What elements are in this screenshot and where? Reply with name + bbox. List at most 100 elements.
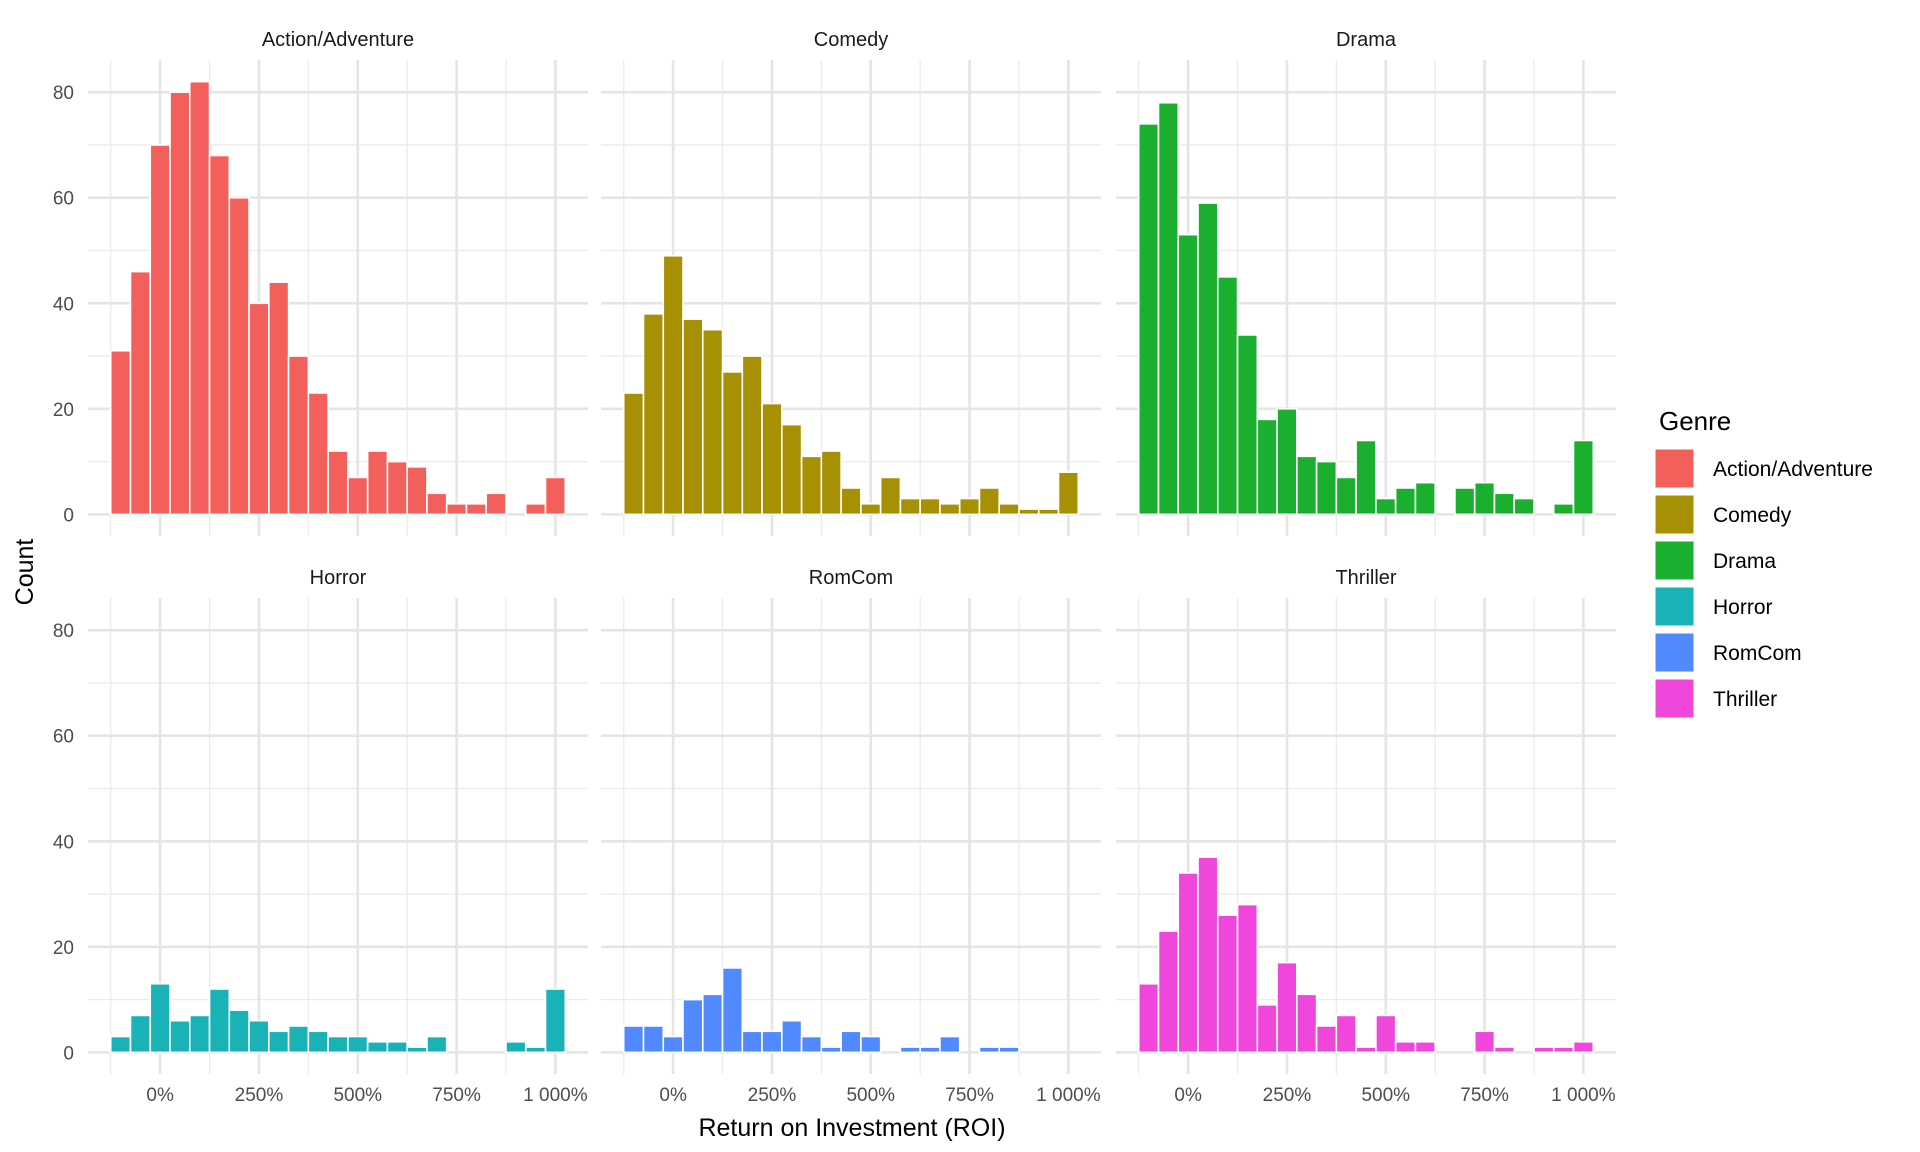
histogram-bar bbox=[682, 318, 704, 516]
x-tick-label: 250% bbox=[748, 1085, 797, 1106]
legend-key-swatch bbox=[1654, 448, 1695, 489]
y-axis-title: Count bbox=[11, 539, 39, 606]
histogram-bar bbox=[169, 91, 191, 516]
histogram-bar bbox=[1414, 481, 1436, 516]
histogram-bar bbox=[149, 982, 171, 1054]
histogram-bar bbox=[1473, 1030, 1496, 1054]
histogram-bar bbox=[366, 450, 389, 516]
histogram-bar bbox=[1454, 487, 1476, 516]
histogram-bar bbox=[781, 1019, 803, 1054]
histogram-bar bbox=[939, 1035, 961, 1054]
histogram-bar bbox=[879, 476, 902, 516]
histogram-bar bbox=[662, 1035, 684, 1054]
histogram-bar bbox=[820, 1046, 842, 1054]
histogram-bar bbox=[327, 450, 349, 516]
x-tick-label: 750% bbox=[432, 1085, 481, 1106]
histogram-bar bbox=[1276, 408, 1298, 516]
histogram-bar bbox=[1552, 503, 1575, 516]
histogram-bar bbox=[1216, 914, 1239, 1054]
histogram-bar bbox=[1493, 1046, 1516, 1054]
histogram-bar bbox=[1315, 1025, 1338, 1054]
legend-label: Horror bbox=[1713, 596, 1773, 619]
histogram-bar bbox=[1057, 471, 1080, 516]
legend-key-swatch bbox=[1654, 494, 1695, 535]
y-tick-label: 0 bbox=[63, 505, 74, 526]
histogram-bar bbox=[761, 1030, 783, 1054]
histogram-bar bbox=[1296, 455, 1318, 516]
histogram-bar bbox=[524, 1046, 547, 1054]
histogram-bar bbox=[662, 254, 684, 516]
facet-strip-title: Drama bbox=[1336, 29, 1397, 51]
facet-strip-title: Thriller bbox=[1335, 567, 1396, 589]
histogram-bar bbox=[1197, 202, 1219, 516]
histogram-bar bbox=[1552, 1046, 1575, 1054]
y-tick-label: 40 bbox=[53, 832, 74, 853]
histogram-bar bbox=[800, 1035, 823, 1054]
histogram-bar bbox=[1037, 508, 1060, 516]
histogram-bar bbox=[1137, 123, 1160, 516]
legend-title: Genre bbox=[1659, 406, 1731, 436]
legend: Genre Action/Adventure Comedy Drama Horror R… bbox=[1654, 406, 1873, 719]
facet-panel-horror: Horror 0 20 40 60 80 0% 250% 500% 750% 1 000% bbox=[53, 567, 588, 1106]
histogram-bar bbox=[1355, 439, 1377, 516]
histogram-bar bbox=[366, 1041, 389, 1054]
facet-strip-title: Comedy bbox=[814, 29, 888, 51]
facet-panel-romcom: RomCom 0% 250% 500% 750% 1 000% bbox=[601, 567, 1101, 1106]
histogram-bar bbox=[622, 1025, 645, 1054]
facet-panels: Action/Adventure 0 20 40 60 80 Comedy Drama Horr… bbox=[53, 29, 1616, 1106]
histogram-bar bbox=[347, 476, 369, 516]
histogram-bar bbox=[1335, 1014, 1357, 1054]
histogram-bar bbox=[129, 270, 152, 516]
histogram-bar bbox=[109, 1035, 132, 1054]
histogram-bar bbox=[958, 497, 981, 516]
histogram-bar bbox=[622, 392, 645, 516]
legend-label: Thriller bbox=[1713, 688, 1777, 711]
histogram-bar bbox=[1572, 439, 1595, 516]
histogram-bar bbox=[208, 154, 231, 516]
y-tick-label: 60 bbox=[53, 727, 74, 748]
y-tick-label: 0 bbox=[63, 1043, 74, 1064]
histogram-bar bbox=[426, 492, 448, 516]
legend-label: Comedy bbox=[1713, 504, 1792, 527]
histogram-bar bbox=[1375, 1014, 1397, 1054]
x-tick-label: 1 000% bbox=[1036, 1085, 1101, 1106]
x-tick-label: 0% bbox=[146, 1085, 174, 1106]
histogram-bar bbox=[347, 1035, 369, 1054]
y-tick-label: 80 bbox=[53, 621, 74, 642]
histogram-bar bbox=[978, 487, 1001, 516]
histogram-bar bbox=[268, 1030, 290, 1054]
histogram-bar bbox=[1296, 993, 1318, 1054]
histogram-bar bbox=[741, 355, 763, 516]
histogram-bar bbox=[1137, 982, 1160, 1054]
histogram-bar bbox=[505, 1041, 527, 1054]
histogram-bar bbox=[1513, 497, 1535, 516]
histogram-bar bbox=[386, 460, 408, 516]
legend-key-swatch bbox=[1654, 540, 1695, 581]
x-tick-label: 0% bbox=[659, 1085, 687, 1106]
histogram-bar bbox=[465, 503, 488, 516]
histogram-bar bbox=[840, 487, 862, 516]
x-tick-label: 1 000% bbox=[1551, 1085, 1616, 1106]
legend-label: Action/Adventure bbox=[1713, 458, 1873, 481]
facet-strip-title: Action/Adventure bbox=[262, 29, 414, 51]
histogram-bar bbox=[860, 503, 882, 516]
histogram-bar bbox=[426, 1035, 448, 1054]
histogram-bar bbox=[1256, 1004, 1278, 1054]
histogram-bar bbox=[287, 355, 310, 516]
histogram-bar bbox=[1572, 1041, 1595, 1054]
histogram-bar bbox=[307, 1030, 329, 1054]
histogram-bar bbox=[1335, 476, 1357, 516]
histogram-bar bbox=[109, 349, 132, 516]
histogram-bar bbox=[1375, 497, 1397, 516]
x-tick-label: 0% bbox=[1174, 1085, 1202, 1106]
x-tick-label: 1 000% bbox=[523, 1085, 588, 1106]
histogram-bar bbox=[129, 1014, 152, 1054]
histogram-bar bbox=[1493, 492, 1516, 516]
histogram-bar bbox=[860, 1035, 882, 1054]
histogram-bar bbox=[642, 313, 665, 516]
histogram-bar bbox=[524, 503, 547, 516]
histogram-bar bbox=[149, 144, 171, 516]
y-tick-label: 20 bbox=[53, 400, 74, 421]
x-tick-label: 250% bbox=[235, 1085, 284, 1106]
